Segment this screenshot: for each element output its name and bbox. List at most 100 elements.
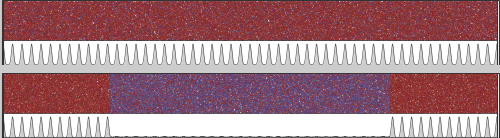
Point bbox=[300, 81, 308, 83]
Point bbox=[398, 84, 406, 87]
Point bbox=[239, 39, 247, 42]
Point bbox=[130, 9, 138, 11]
Point bbox=[458, 96, 466, 98]
Point bbox=[84, 3, 92, 5]
Point bbox=[170, 74, 178, 76]
Point bbox=[102, 37, 110, 39]
Point bbox=[438, 36, 446, 38]
Point bbox=[482, 25, 490, 27]
Point bbox=[172, 5, 179, 7]
Point bbox=[196, 82, 204, 84]
Point bbox=[358, 35, 366, 37]
Point bbox=[314, 1, 322, 3]
Point bbox=[332, 8, 340, 10]
Point bbox=[284, 4, 292, 6]
Point bbox=[142, 93, 150, 95]
Point bbox=[311, 76, 319, 79]
Point bbox=[32, 101, 40, 103]
Point bbox=[388, 84, 396, 86]
Point bbox=[67, 4, 75, 6]
Point bbox=[360, 21, 368, 23]
Point bbox=[332, 12, 340, 14]
Point bbox=[6, 106, 14, 108]
Point bbox=[430, 7, 438, 9]
Point bbox=[70, 11, 78, 13]
Point bbox=[352, 32, 360, 34]
Point bbox=[432, 84, 440, 86]
Point bbox=[229, 108, 237, 111]
Point bbox=[418, 26, 426, 28]
Point bbox=[354, 96, 362, 99]
Point bbox=[400, 82, 408, 84]
Point bbox=[230, 80, 237, 82]
Point bbox=[284, 99, 292, 101]
Point bbox=[234, 9, 242, 11]
Point bbox=[24, 28, 32, 30]
Point bbox=[232, 79, 239, 81]
Point bbox=[203, 104, 211, 107]
Point bbox=[365, 112, 373, 114]
Point bbox=[148, 11, 156, 13]
Point bbox=[428, 80, 436, 82]
Point bbox=[6, 8, 14, 10]
Point bbox=[474, 31, 482, 33]
Point bbox=[70, 101, 78, 103]
Point bbox=[170, 28, 178, 30]
Point bbox=[360, 8, 368, 10]
Point bbox=[56, 38, 64, 40]
Point bbox=[262, 90, 270, 92]
Point bbox=[36, 90, 44, 92]
Point bbox=[258, 26, 266, 28]
Point bbox=[346, 94, 354, 96]
Point bbox=[372, 32, 380, 34]
Point bbox=[280, 90, 288, 92]
Point bbox=[493, 22, 500, 24]
Point bbox=[408, 13, 416, 15]
Point bbox=[195, 27, 203, 29]
Point bbox=[142, 10, 150, 13]
Point bbox=[246, 26, 254, 28]
Point bbox=[425, 0, 433, 2]
Point bbox=[258, 110, 266, 112]
Point bbox=[1, 2, 9, 4]
Point bbox=[86, 112, 94, 114]
Point bbox=[246, 85, 254, 87]
Point bbox=[184, 106, 192, 108]
Point bbox=[315, 106, 323, 108]
Point bbox=[102, 2, 110, 4]
Point bbox=[442, 20, 450, 22]
Point bbox=[106, 108, 114, 110]
Point bbox=[43, 92, 51, 94]
Point bbox=[342, 23, 349, 25]
Point bbox=[233, 111, 241, 113]
Point bbox=[352, 88, 360, 90]
Point bbox=[412, 77, 420, 80]
Point bbox=[187, 94, 195, 96]
Point bbox=[8, 84, 16, 86]
Point bbox=[69, 104, 77, 106]
Point bbox=[260, 21, 268, 23]
Point bbox=[360, 98, 368, 100]
Point bbox=[246, 102, 254, 105]
Point bbox=[257, 16, 265, 19]
Point bbox=[402, 21, 410, 23]
Point bbox=[372, 27, 380, 29]
Point bbox=[466, 39, 474, 41]
Point bbox=[290, 73, 298, 75]
Point bbox=[489, 94, 497, 96]
Point bbox=[4, 106, 12, 108]
Point bbox=[268, 23, 276, 25]
Point bbox=[416, 102, 424, 105]
Point bbox=[354, 110, 362, 112]
Point bbox=[486, 73, 494, 75]
Point bbox=[446, 93, 454, 95]
Point bbox=[125, 17, 133, 19]
Point bbox=[338, 75, 345, 77]
Point bbox=[162, 74, 170, 77]
Point bbox=[178, 94, 186, 96]
Point bbox=[220, 9, 228, 11]
Point bbox=[139, 81, 147, 83]
Point bbox=[458, 87, 466, 89]
Point bbox=[216, 77, 224, 79]
Point bbox=[420, 107, 428, 109]
